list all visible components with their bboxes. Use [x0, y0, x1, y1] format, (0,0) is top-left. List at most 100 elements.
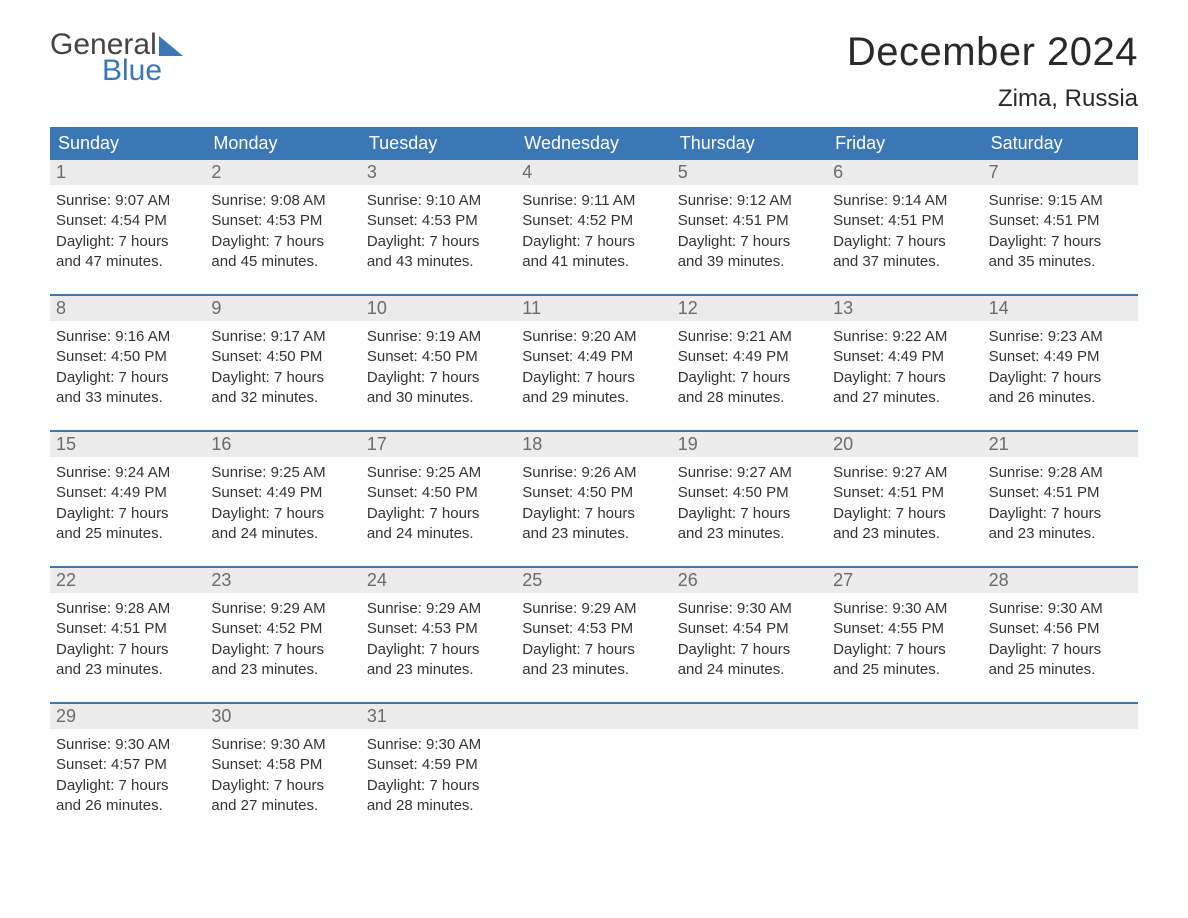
daylight-line1: Daylight: 7 hours: [678, 368, 821, 388]
day-cell: Sunrise: 9:22 AMSunset: 4:49 PMDaylight:…: [827, 321, 982, 412]
daylight-line2: and 33 minutes.: [56, 388, 199, 408]
calendar-week: 293031Sunrise: 9:30 AMSunset: 4:57 PMDay…: [50, 702, 1138, 820]
day-cell: Sunrise: 9:19 AMSunset: 4:50 PMDaylight:…: [361, 321, 516, 412]
sunset-text: Sunset: 4:50 PM: [211, 347, 354, 367]
daylight-line2: and 23 minutes.: [989, 524, 1132, 544]
day-cell: Sunrise: 9:30 AMSunset: 4:56 PMDaylight:…: [983, 593, 1138, 684]
day-cell: [672, 729, 827, 820]
sunset-text: Sunset: 4:49 PM: [678, 347, 821, 367]
daylight-line2: and 43 minutes.: [367, 252, 510, 272]
sunrise-text: Sunrise: 9:27 AM: [678, 463, 821, 483]
daylight-line2: and 24 minutes.: [678, 660, 821, 680]
sunrise-text: Sunrise: 9:30 AM: [833, 599, 976, 619]
sunset-text: Sunset: 4:49 PM: [211, 483, 354, 503]
daylight-line2: and 28 minutes.: [678, 388, 821, 408]
day-cell: [983, 729, 1138, 820]
weeks-container: 1234567Sunrise: 9:07 AMSunset: 4:54 PMDa…: [50, 160, 1138, 820]
daylight-line2: and 35 minutes.: [989, 252, 1132, 272]
day-number: 17: [361, 432, 516, 457]
day-cell: Sunrise: 9:29 AMSunset: 4:53 PMDaylight:…: [516, 593, 671, 684]
sunset-text: Sunset: 4:53 PM: [367, 619, 510, 639]
day-number: 24: [361, 568, 516, 593]
day-cell: Sunrise: 9:30 AMSunset: 4:54 PMDaylight:…: [672, 593, 827, 684]
day-number: 26: [672, 568, 827, 593]
day-cell: Sunrise: 9:14 AMSunset: 4:51 PMDaylight:…: [827, 185, 982, 276]
sunset-text: Sunset: 4:53 PM: [522, 619, 665, 639]
day-cell: Sunrise: 9:10 AMSunset: 4:53 PMDaylight:…: [361, 185, 516, 276]
daylight-line1: Daylight: 7 hours: [367, 504, 510, 524]
day-number-row: 22232425262728: [50, 568, 1138, 593]
sunrise-text: Sunrise: 9:29 AM: [367, 599, 510, 619]
day-number: 8: [50, 296, 205, 321]
sunrise-text: Sunrise: 9:10 AM: [367, 191, 510, 211]
day-number: 29: [50, 704, 205, 729]
daylight-line2: and 37 minutes.: [833, 252, 976, 272]
daylight-line1: Daylight: 7 hours: [367, 776, 510, 796]
daylight-line1: Daylight: 7 hours: [211, 504, 354, 524]
sunset-text: Sunset: 4:49 PM: [522, 347, 665, 367]
day-cell: Sunrise: 9:07 AMSunset: 4:54 PMDaylight:…: [50, 185, 205, 276]
day-cell: Sunrise: 9:28 AMSunset: 4:51 PMDaylight:…: [50, 593, 205, 684]
daylight-line2: and 25 minutes.: [56, 524, 199, 544]
day-number: 11: [516, 296, 671, 321]
day-cell: Sunrise: 9:11 AMSunset: 4:52 PMDaylight:…: [516, 185, 671, 276]
daylight-line1: Daylight: 7 hours: [367, 368, 510, 388]
day-number: 28: [983, 568, 1138, 593]
day-number: 25: [516, 568, 671, 593]
daylight-line2: and 23 minutes.: [678, 524, 821, 544]
day-cell: Sunrise: 9:30 AMSunset: 4:59 PMDaylight:…: [361, 729, 516, 820]
day-cell: Sunrise: 9:30 AMSunset: 4:55 PMDaylight:…: [827, 593, 982, 684]
sunset-text: Sunset: 4:51 PM: [989, 211, 1132, 231]
daylight-line1: Daylight: 7 hours: [367, 640, 510, 660]
day-cell: [516, 729, 671, 820]
sunset-text: Sunset: 4:58 PM: [211, 755, 354, 775]
daylight-line1: Daylight: 7 hours: [522, 232, 665, 252]
dow-friday: Friday: [827, 127, 982, 160]
day-cell: Sunrise: 9:15 AMSunset: 4:51 PMDaylight:…: [983, 185, 1138, 276]
sunrise-text: Sunrise: 9:30 AM: [678, 599, 821, 619]
day-number: 31: [361, 704, 516, 729]
day-number-row: 15161718192021: [50, 432, 1138, 457]
day-number: 18: [516, 432, 671, 457]
sunset-text: Sunset: 4:50 PM: [522, 483, 665, 503]
sunset-text: Sunset: 4:51 PM: [833, 211, 976, 231]
daylight-line1: Daylight: 7 hours: [989, 232, 1132, 252]
sunrise-text: Sunrise: 9:19 AM: [367, 327, 510, 347]
daylight-line1: Daylight: 7 hours: [522, 640, 665, 660]
sunset-text: Sunset: 4:54 PM: [56, 211, 199, 231]
daylight-line2: and 23 minutes.: [522, 524, 665, 544]
sunrise-text: Sunrise: 9:22 AM: [833, 327, 976, 347]
daylight-line2: and 28 minutes.: [367, 796, 510, 816]
day-number: [672, 704, 827, 729]
day-cell: [827, 729, 982, 820]
sunrise-text: Sunrise: 9:08 AM: [211, 191, 354, 211]
day-cell: Sunrise: 9:30 AMSunset: 4:57 PMDaylight:…: [50, 729, 205, 820]
day-number: 13: [827, 296, 982, 321]
day-number: 9: [205, 296, 360, 321]
daylight-line1: Daylight: 7 hours: [678, 232, 821, 252]
daylight-line2: and 23 minutes.: [833, 524, 976, 544]
sunset-text: Sunset: 4:51 PM: [833, 483, 976, 503]
sunrise-text: Sunrise: 9:20 AM: [522, 327, 665, 347]
sunrise-text: Sunrise: 9:30 AM: [211, 735, 354, 755]
sunset-text: Sunset: 4:50 PM: [367, 483, 510, 503]
sunrise-text: Sunrise: 9:23 AM: [989, 327, 1132, 347]
day-number: [516, 704, 671, 729]
daylight-line2: and 39 minutes.: [678, 252, 821, 272]
sunset-text: Sunset: 4:51 PM: [678, 211, 821, 231]
daylight-line1: Daylight: 7 hours: [678, 640, 821, 660]
sunrise-text: Sunrise: 9:29 AM: [522, 599, 665, 619]
day-number: 20: [827, 432, 982, 457]
dow-monday: Monday: [205, 127, 360, 160]
day-number: 15: [50, 432, 205, 457]
sunrise-text: Sunrise: 9:25 AM: [367, 463, 510, 483]
daylight-line1: Daylight: 7 hours: [367, 232, 510, 252]
day-cell: Sunrise: 9:12 AMSunset: 4:51 PMDaylight:…: [672, 185, 827, 276]
sunrise-text: Sunrise: 9:30 AM: [367, 735, 510, 755]
sunset-text: Sunset: 4:52 PM: [522, 211, 665, 231]
sunset-text: Sunset: 4:49 PM: [989, 347, 1132, 367]
day-cell: Sunrise: 9:21 AMSunset: 4:49 PMDaylight:…: [672, 321, 827, 412]
day-number: 21: [983, 432, 1138, 457]
day-number: 4: [516, 160, 671, 185]
day-number: 1: [50, 160, 205, 185]
